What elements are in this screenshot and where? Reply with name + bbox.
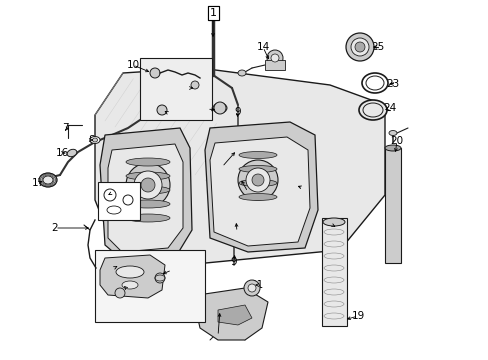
Text: 25: 25: [370, 42, 384, 52]
Text: 10: 10: [126, 60, 139, 70]
Circle shape: [115, 288, 125, 298]
Circle shape: [157, 105, 167, 115]
Ellipse shape: [92, 138, 97, 142]
Ellipse shape: [43, 176, 53, 184]
Text: 22: 22: [325, 220, 338, 230]
Ellipse shape: [126, 172, 170, 180]
Text: 19: 19: [351, 311, 364, 321]
Polygon shape: [100, 255, 164, 298]
Text: 21: 21: [250, 280, 263, 290]
Text: 20: 20: [389, 136, 403, 146]
Ellipse shape: [122, 281, 138, 289]
Text: 2: 2: [52, 223, 58, 233]
Text: 18: 18: [105, 188, 119, 198]
Ellipse shape: [239, 166, 276, 172]
Circle shape: [350, 38, 368, 56]
Bar: [140, 58, 212, 120]
Text: 5: 5: [168, 265, 175, 275]
Ellipse shape: [388, 130, 396, 135]
Circle shape: [245, 168, 269, 192]
Circle shape: [214, 102, 225, 114]
Polygon shape: [204, 122, 317, 252]
Text: 11: 11: [182, 83, 195, 93]
Circle shape: [346, 33, 373, 61]
Polygon shape: [196, 288, 267, 340]
Text: 9: 9: [244, 187, 251, 197]
Ellipse shape: [116, 266, 143, 278]
Ellipse shape: [384, 145, 400, 151]
Text: 4: 4: [123, 284, 130, 294]
Polygon shape: [209, 137, 309, 246]
Text: 14: 14: [256, 42, 269, 52]
Text: 15: 15: [161, 108, 174, 118]
Bar: [264, 60, 285, 70]
Circle shape: [247, 284, 256, 292]
Text: 23: 23: [386, 79, 399, 89]
Text: 6: 6: [214, 331, 221, 341]
Circle shape: [244, 280, 260, 296]
Text: 9: 9: [233, 227, 240, 237]
Text: 9: 9: [218, 162, 225, 172]
Circle shape: [266, 50, 283, 66]
Circle shape: [354, 42, 364, 52]
Ellipse shape: [39, 173, 57, 187]
Ellipse shape: [323, 218, 345, 226]
Circle shape: [150, 68, 160, 78]
Circle shape: [238, 160, 278, 200]
Bar: [321, 218, 346, 326]
Circle shape: [251, 174, 264, 186]
Ellipse shape: [126, 186, 170, 194]
Ellipse shape: [358, 100, 386, 120]
Text: 17: 17: [31, 178, 44, 188]
Ellipse shape: [126, 200, 170, 208]
Text: 13: 13: [296, 183, 309, 193]
Ellipse shape: [238, 70, 245, 76]
Text: 9: 9: [234, 107, 241, 117]
Text: 9: 9: [230, 257, 237, 267]
Text: 12: 12: [200, 104, 213, 114]
Circle shape: [134, 171, 162, 199]
Circle shape: [104, 189, 116, 201]
Polygon shape: [95, 68, 384, 265]
Text: 8: 8: [88, 135, 95, 145]
Ellipse shape: [67, 149, 77, 157]
Ellipse shape: [239, 152, 276, 158]
Ellipse shape: [126, 214, 170, 222]
Bar: [98, 182, 140, 220]
Text: 7: 7: [61, 123, 68, 133]
Circle shape: [155, 273, 164, 283]
Polygon shape: [218, 305, 251, 325]
Circle shape: [141, 178, 155, 192]
Ellipse shape: [90, 136, 100, 144]
Ellipse shape: [239, 180, 276, 186]
Polygon shape: [108, 144, 183, 252]
Polygon shape: [100, 128, 192, 262]
Circle shape: [270, 54, 279, 62]
Text: 1: 1: [209, 8, 216, 18]
Text: 3: 3: [110, 263, 117, 273]
Bar: [384, 148, 400, 263]
Text: 24: 24: [383, 103, 396, 113]
Ellipse shape: [239, 194, 276, 201]
Ellipse shape: [213, 103, 226, 113]
Text: 1: 1: [209, 8, 216, 18]
Circle shape: [123, 195, 133, 205]
Circle shape: [191, 81, 199, 89]
Text: 16: 16: [55, 148, 68, 158]
Circle shape: [126, 163, 170, 207]
Bar: [95, 250, 204, 322]
Ellipse shape: [126, 158, 170, 166]
